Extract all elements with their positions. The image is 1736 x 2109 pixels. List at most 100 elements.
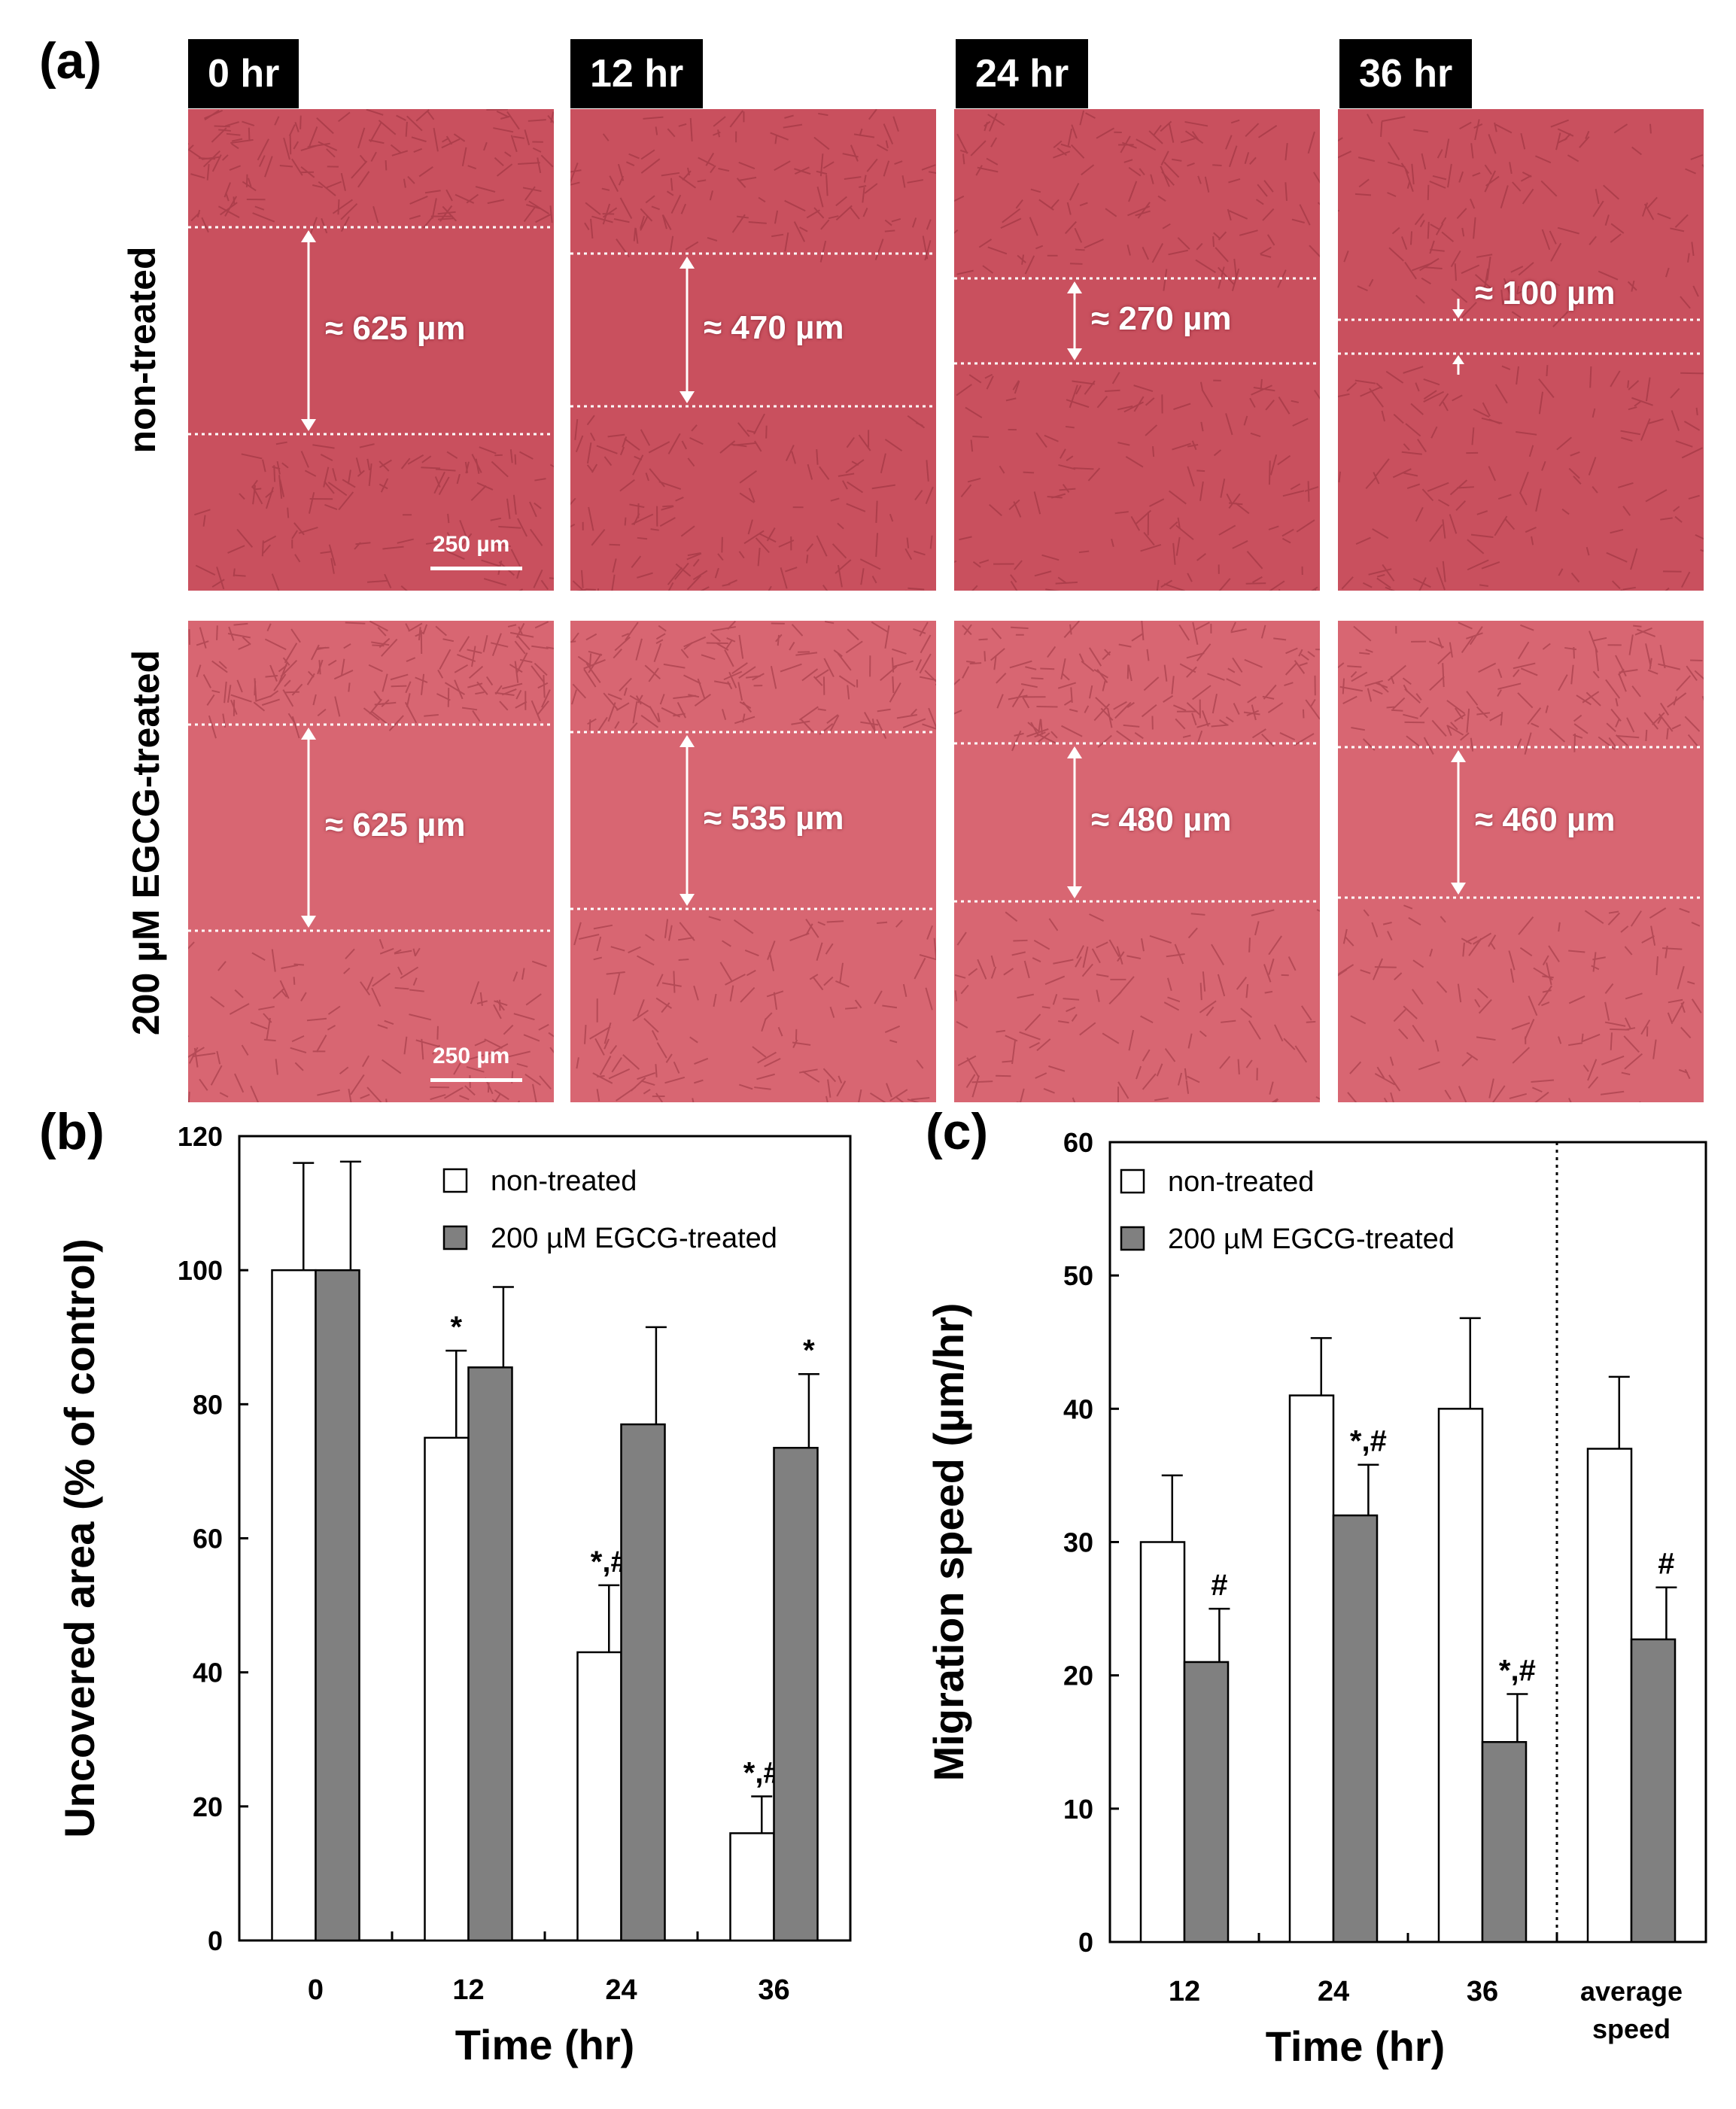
bar [1630,1638,1677,1943]
significance-label: *,# [1350,1425,1387,1458]
micrograph-background [1338,109,1704,591]
gap-arrow-head [1067,281,1082,293]
micrograph: ≈ 535 µm [570,621,936,1102]
micrograph: ≈ 270 µm [954,109,1320,591]
y-axis-title: Uncovered area (% of control) [56,1238,103,1838]
significance-label: # [1658,1548,1674,1581]
micrograph-image [1338,621,1704,1102]
micrograph-background [1338,621,1704,1102]
significance-label: # [1211,1569,1227,1602]
time-label-0: 0 hr [188,39,299,108]
micrograph-image [954,109,1320,591]
micrograph-background [188,621,554,1102]
bar [1139,1541,1186,1943]
bar [467,1366,513,1942]
bar [729,1832,775,1942]
gap-arrow-head [680,735,695,747]
x-axis-title: Time (hr) [1266,2022,1446,2070]
x-tick-label: 12 [1169,1976,1200,2007]
micrograph: ≈ 100 µm [1338,109,1704,591]
micrograph: ≈ 625 µm 250 µm [188,109,554,591]
cell-texture [570,621,936,1102]
row-label-non-treated: non-treated [121,246,163,454]
scale-bar-label: 250 µm [433,532,510,557]
bar [315,1269,360,1942]
legend-swatch [1120,1226,1145,1251]
gap-arrow-head [680,257,695,269]
legend-label: 200 µM EGCG-treated [491,1223,777,1254]
y-axis-title: Migration speed (µm/hr) [925,1303,972,1782]
gap-arrow-head [301,230,316,242]
y-tick-label: 40 [1063,1393,1093,1424]
bar [1332,1514,1379,1943]
cell-texture [1338,621,1704,1102]
legend-label: non-treated [1168,1166,1314,1198]
micrograph-image [1338,109,1704,591]
bar [1183,1661,1230,1943]
gap-width-label: ≈ 535 µm [704,799,844,837]
gap-arrow-head [1451,750,1466,762]
gap-arrow-head [680,894,695,906]
micrograph-image [570,621,936,1102]
micrograph: ≈ 460 µm [1338,621,1704,1102]
y-tick-label: 50 [1063,1260,1093,1291]
bar [424,1436,470,1942]
gap-arrow-head [301,916,316,928]
gap-width-label: ≈ 100 µm [1475,275,1616,311]
gap-arrow-head [680,391,695,403]
bar [773,1446,819,1942]
significance-label: * [450,1311,462,1344]
panel-c-letter: (c) [926,1103,989,1160]
cell-texture [188,621,554,1102]
x-tick-label: 24 [1318,1976,1349,2007]
x-tick-label: speed [1592,2013,1671,2044]
micrograph-image [188,109,554,591]
bar [271,1269,317,1942]
cell-texture [954,110,1320,591]
significance-label: * [803,1334,815,1367]
y-tick-label: 80 [193,1389,223,1420]
x-tick-label: 36 [758,1974,789,2006]
micrograph-image [570,109,936,591]
gap-arrow-head [1451,883,1466,895]
micrograph-background [570,621,936,1102]
bar [1481,1741,1528,1943]
cell-texture [1338,114,1704,591]
gap-width-label: ≈ 270 µm [1091,299,1232,337]
micrograph-image [954,621,1320,1102]
cell-texture [954,621,1320,1102]
y-tick-label: 60 [193,1524,223,1554]
micrograph-background [188,109,554,591]
chart-migration-speed: 0 10 20 30 40 50 60 # *,# *,# #12 24 36 average speed T… [925,1127,1707,2070]
bar [620,1423,666,1942]
micrograph-background [954,621,1320,1102]
gap-width-label: ≈ 470 µm [704,308,844,346]
y-tick-label: 20 [1063,1661,1093,1691]
y-tick-label: 60 [1063,1127,1093,1158]
bar [1288,1394,1335,1943]
legend-swatch [1120,1168,1145,1194]
bar [1437,1408,1484,1943]
micrograph: ≈ 470 µm [570,109,936,591]
time-label-36: 36 hr [1339,39,1473,108]
cell-texture [188,109,554,591]
gap-arrow-head [1452,309,1464,318]
bar [576,1651,622,1942]
x-tick-label: 0 [308,1974,324,2006]
y-tick-label: 100 [178,1255,223,1286]
legend-label: non-treated [491,1165,637,1197]
micrograph-background [954,109,1320,591]
y-tick-label: 40 [193,1658,223,1688]
panel-b-letter: (b) [39,1103,105,1160]
micrograph: ≈ 625 µm 250 µm [188,621,554,1102]
gap-arrow-head [1067,746,1082,758]
bar [1586,1448,1633,1943]
x-tick-label: 12 [452,1974,484,2006]
x-axis-title: Time (hr) [455,2021,635,2068]
significance-label: *,# [1499,1654,1536,1687]
y-tick-label: 20 [193,1791,223,1822]
micrograph-image [188,621,554,1102]
gap-arrow-head [1067,348,1082,360]
gap-arrow-head [301,419,316,431]
legend-swatch [442,1225,468,1251]
